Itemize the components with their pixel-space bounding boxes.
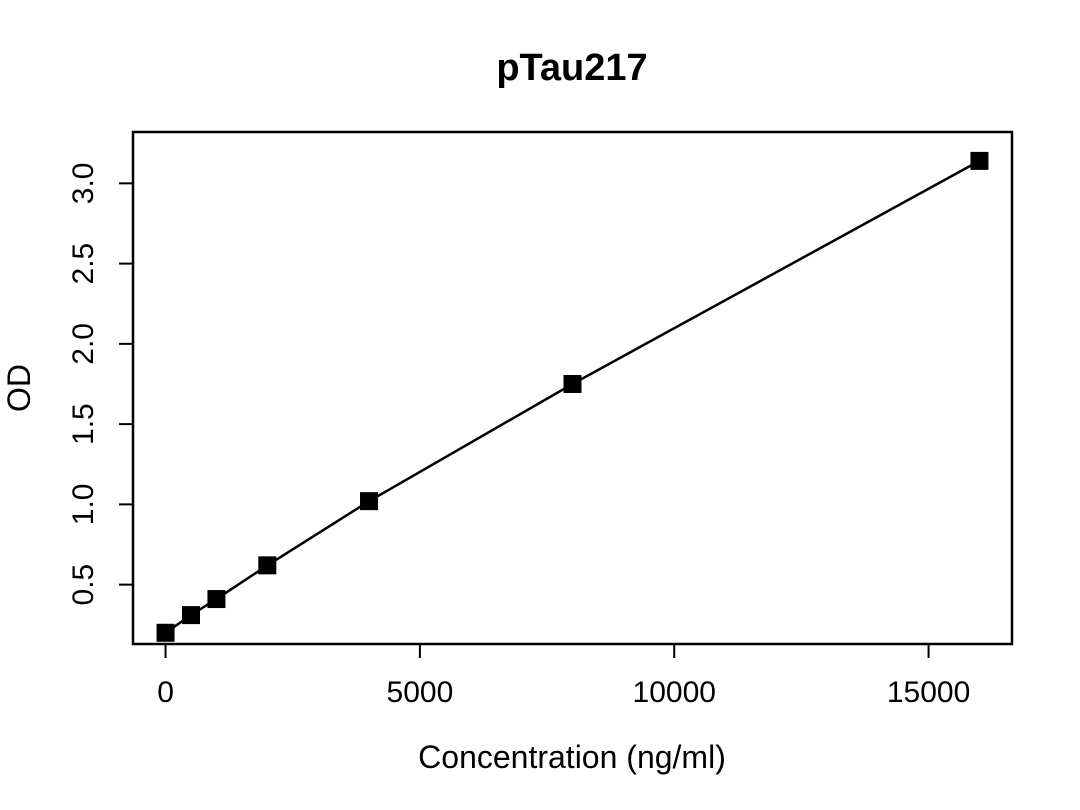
y-tick-label: 2.5 bbox=[67, 243, 100, 285]
y-tick-label: 0.5 bbox=[67, 564, 100, 606]
x-axis-label: Concentration (ng/ml) bbox=[418, 739, 726, 775]
data-point bbox=[181, 606, 200, 625]
x-tick-label: 0 bbox=[157, 676, 174, 709]
y-axis-label: OD bbox=[1, 364, 37, 412]
data-point bbox=[563, 374, 582, 393]
y-axis: 0.5 1.0 1.5 2.0 2.5 3.0 bbox=[67, 163, 134, 606]
data-point bbox=[156, 623, 175, 642]
x-axis: 0 5000 10000 15000 bbox=[157, 643, 970, 709]
x-tick-label: 15000 bbox=[887, 676, 970, 709]
y-tick-label: 2.0 bbox=[67, 323, 100, 365]
chart-title: pTau217 bbox=[496, 47, 647, 89]
y-tick-label: 1.0 bbox=[67, 484, 100, 526]
series-line bbox=[164, 159, 981, 634]
data-point bbox=[360, 492, 379, 511]
data-point bbox=[258, 556, 277, 575]
y-tick-label: 1.5 bbox=[67, 403, 100, 445]
x-tick-label: 10000 bbox=[633, 676, 716, 709]
data-point bbox=[207, 590, 226, 609]
x-tick-label: 5000 bbox=[387, 676, 454, 709]
series-layer bbox=[156, 151, 989, 642]
y-tick-label: 3.0 bbox=[67, 163, 100, 205]
data-point bbox=[970, 151, 989, 170]
